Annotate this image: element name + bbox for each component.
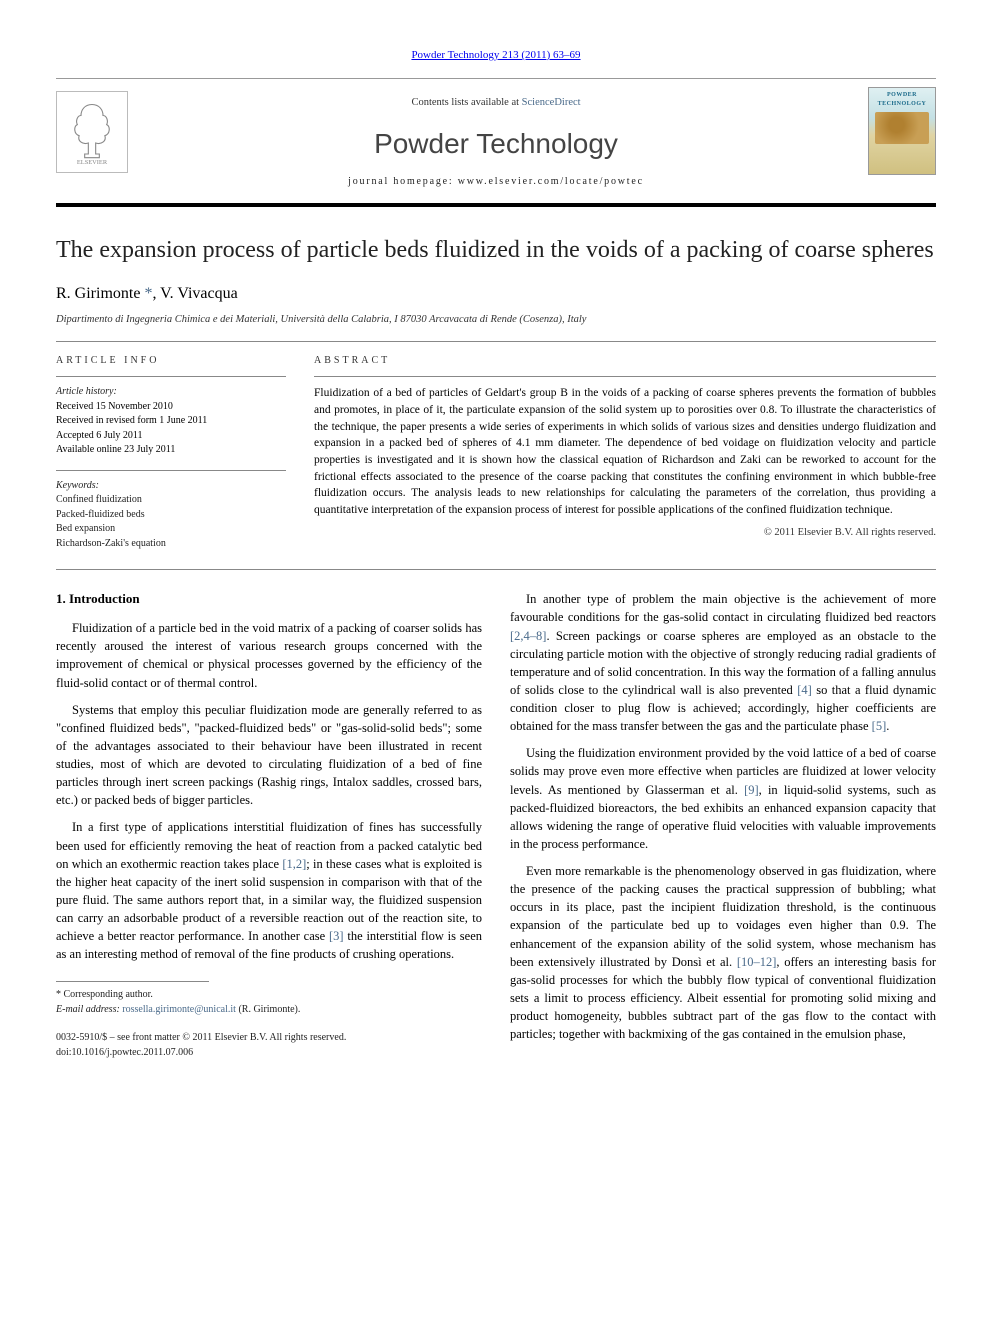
hist-received: Received 15 November 2010 (56, 400, 286, 415)
cover-title-l2: TECHNOLOGY (878, 100, 927, 109)
body-columns: 1. Introduction Fluidization of a partic… (56, 590, 936, 1060)
rule-info (56, 376, 286, 377)
authors: R. Girimonte *, V. Vivacqua (56, 282, 936, 305)
doi-text: doi:10.1016/j.powtec.2011.07.006 (56, 1046, 346, 1061)
email-link[interactable]: rossella.girimonte@unical.it (122, 1004, 236, 1015)
section-1-head: 1. Introduction (56, 590, 482, 609)
meta-abstract-row: article info Article history: Received 1… (56, 354, 936, 564)
journal-title: Powder Technology (56, 124, 936, 165)
elsevier-logo: ELSEVIER (56, 91, 128, 173)
col-right: In another type of problem the main obje… (510, 590, 936, 1060)
page-footer-left: 0032-5910/$ – see front matter © 2011 El… (56, 1031, 482, 1060)
tree-icon: ELSEVIER (64, 99, 120, 165)
keyword-1: Confined fluidization (56, 493, 286, 508)
p-r1: In another type of problem the main obje… (510, 590, 936, 735)
col-left: 1. Introduction Fluidization of a partic… (56, 590, 482, 1060)
keyword-4: Richardson-Zaki's equation (56, 537, 286, 552)
keyword-2: Packed-fluidized beds (56, 508, 286, 523)
email-label: E-mail address: (56, 1004, 122, 1015)
abstract-block: abstract Fluidization of a bed of partic… (314, 354, 936, 564)
history-block: Article history: Received 15 November 20… (56, 385, 286, 458)
abstract-text: Fluidization of a bed of particles of Ge… (314, 385, 936, 518)
abstract-head: abstract (314, 354, 936, 369)
sciencedirect-link[interactable]: ScienceDirect (522, 97, 581, 108)
journal-homepage: journal homepage: www.elsevier.com/locat… (56, 175, 936, 190)
p-r3: Even more remarkable is the phenomenolog… (510, 862, 936, 1043)
article-info-head: article info (56, 354, 286, 369)
footnote-separator (56, 981, 209, 982)
hist-online: Available online 23 July 2011 (56, 443, 286, 458)
abstract-copyright: © 2011 Elsevier B.V. All rights reserved… (314, 525, 936, 540)
corr-note: * Corresponding author. (56, 988, 482, 1003)
contents-avail-text: Contents lists available at (411, 97, 521, 108)
article-title: The expansion process of particle beds f… (56, 235, 936, 266)
journal-home-url: www.elsevier.com/locate/powtec (458, 176, 644, 187)
journal-cover-thumb: POWDER TECHNOLOGY (868, 87, 936, 175)
author-2: , V. Vivacqua (152, 285, 237, 302)
hist-accepted: Accepted 6 July 2011 (56, 429, 286, 444)
journal-home-prefix: journal homepage: (348, 176, 458, 187)
keywords-label: Keywords: (56, 479, 286, 494)
cover-title-l1: POWDER (887, 91, 917, 100)
history-label: Article history: (56, 385, 286, 400)
cover-art (875, 112, 929, 144)
rule-abs (314, 376, 936, 377)
rule-bottom-meta (56, 569, 936, 570)
author-1: R. Girimonte (56, 285, 144, 302)
rule-top (56, 341, 936, 342)
p-l2: Systems that employ this peculiar fluidi… (56, 701, 482, 810)
email-who: (R. Girimonte). (236, 1004, 300, 1015)
hist-revised: Received in revised form 1 June 2011 (56, 414, 286, 429)
p-r2: Using the fluidization environment provi… (510, 744, 936, 853)
rule-kw (56, 470, 286, 471)
issn-text: 0032-5910/$ – see front matter © 2011 El… (56, 1031, 346, 1046)
journal-ref: Powder Technology 213 (2011) 63–69 (56, 48, 936, 64)
journal-ref-link[interactable]: Powder Technology 213 (2011) 63–69 (411, 49, 580, 61)
footnotes: * Corresponding author. E-mail address: … (56, 988, 482, 1017)
svg-text:ELSEVIER: ELSEVIER (77, 159, 108, 165)
keyword-3: Bed expansion (56, 522, 286, 537)
journal-header: ELSEVIER POWDER TECHNOLOGY Contents list… (56, 78, 936, 207)
keywords-block: Keywords: Confined fluidization Packed-f… (56, 479, 286, 552)
page: Powder Technology 213 (2011) 63–69 ELSEV… (0, 0, 992, 1108)
issn-line: 0032-5910/$ – see front matter © 2011 El… (56, 1031, 346, 1060)
affiliation: Dipartimento di Ingegneria Chimica e dei… (56, 312, 936, 327)
p-l3: In a first type of applications intersti… (56, 818, 482, 963)
email-line: E-mail address: rossella.girimonte@unica… (56, 1003, 482, 1018)
contents-avail: Contents lists available at ScienceDirec… (56, 95, 936, 110)
p-l1: Fluidization of a particle bed in the vo… (56, 619, 482, 692)
article-info: article info Article history: Received 1… (56, 354, 286, 564)
